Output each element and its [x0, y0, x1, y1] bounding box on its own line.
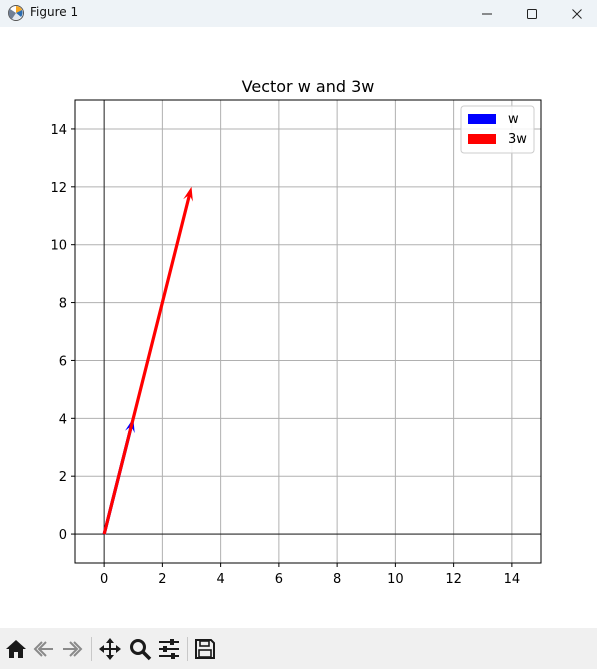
navigation-toolbar [0, 628, 597, 669]
legend: w 3w [461, 106, 534, 153]
configure-subplots-button[interactable] [156, 636, 182, 662]
y-tick-label: 12 [50, 181, 67, 196]
x-tick-label: 2 [158, 572, 166, 587]
legend-label-3w: 3w [508, 132, 527, 147]
maximize-button[interactable] [509, 0, 555, 27]
matplotlib-icon [7, 4, 25, 22]
y-tick-label: 14 [50, 123, 67, 138]
y-tick-label: 2 [59, 470, 67, 485]
x-tick-label: 4 [216, 572, 224, 587]
title-bar: Figure 1 [0, 0, 597, 27]
back-button[interactable] [31, 636, 57, 662]
y-tick-label: 4 [59, 412, 67, 427]
x-tick-label: 14 [504, 572, 521, 587]
x-tick-label: 12 [445, 572, 462, 587]
y-tick-label: 6 [59, 354, 67, 369]
zoom-button[interactable] [127, 636, 153, 662]
home-icon [4, 637, 28, 661]
figure-canvas: Vector w and 3w 0 2 4 6 8 10 12 14 0 2 4 6 8 10 12 14 w… [0, 27, 597, 628]
legend-swatch-3w [468, 134, 496, 144]
close-icon [571, 8, 583, 20]
pan-icon [98, 637, 122, 661]
close-button[interactable] [554, 0, 597, 27]
chart-title: Vector w and 3w [242, 77, 375, 96]
window-title: Figure 1 [30, 5, 78, 19]
x-tick-label: 10 [387, 572, 404, 587]
configure-subplots-icon [157, 637, 181, 661]
x-tick-label: 8 [333, 572, 341, 587]
save-icon [193, 637, 217, 661]
plot-area-frame [75, 100, 541, 563]
maximize-icon [526, 8, 538, 20]
y-tick-label: 0 [59, 528, 67, 543]
pan-button[interactable] [97, 636, 123, 662]
minimize-icon [481, 8, 493, 20]
forward-button[interactable] [59, 636, 85, 662]
toolbar-separator [91, 637, 92, 661]
legend-label-w: w [508, 112, 519, 127]
x-tick-label: 6 [275, 572, 283, 587]
toolbar-separator [187, 637, 188, 661]
save-button[interactable] [192, 636, 218, 662]
zoom-icon [128, 637, 152, 661]
forward-icon [60, 637, 84, 661]
home-button[interactable] [3, 636, 29, 662]
y-tick-label: 8 [59, 297, 67, 312]
y-tick-label: 10 [50, 239, 67, 254]
minimize-button[interactable] [464, 0, 510, 27]
legend-swatch-w [468, 114, 496, 124]
back-icon [32, 637, 56, 661]
x-tick-label: 0 [100, 572, 108, 587]
